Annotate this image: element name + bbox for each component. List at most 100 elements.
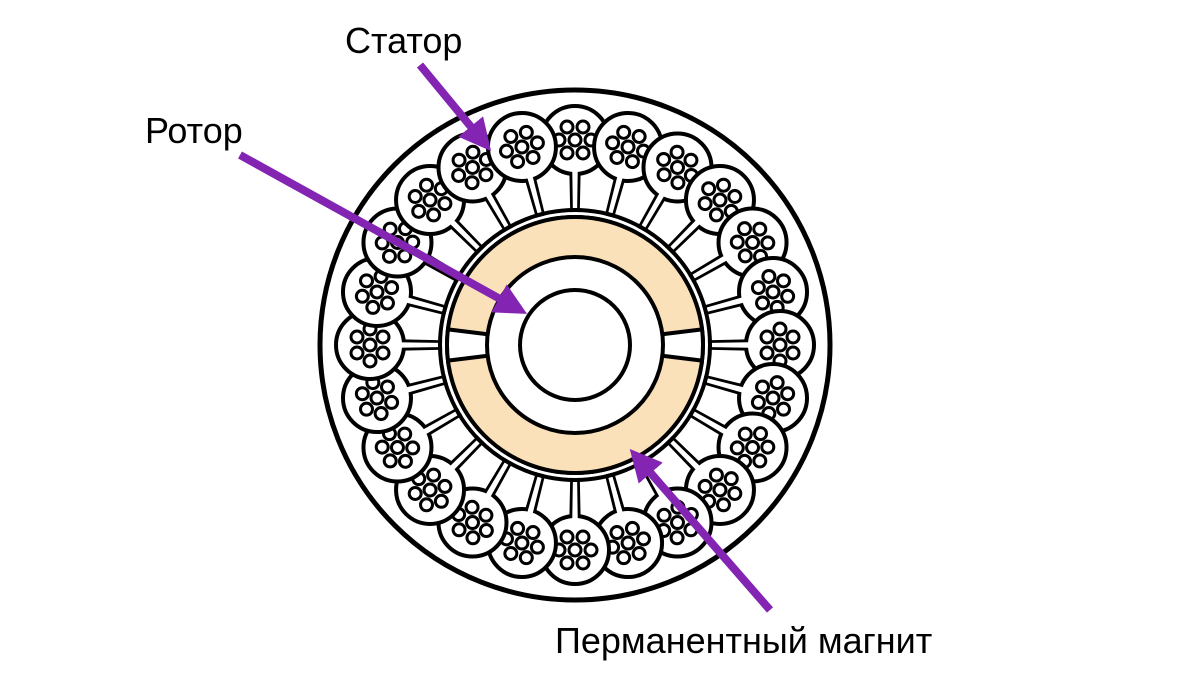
conductor-dot [505, 130, 517, 142]
conductor-dot [731, 236, 743, 248]
conductor-dot [762, 441, 774, 453]
conductor-dot [428, 209, 440, 221]
conductor-dot [782, 388, 794, 400]
conductor-dot [633, 548, 645, 560]
conductor-dot [527, 527, 539, 539]
conductor-dot [618, 552, 630, 564]
conductor-dot [739, 223, 751, 235]
conductor-dot [516, 537, 528, 549]
conductor-dot [622, 537, 634, 549]
conductor-dot [729, 191, 741, 203]
conductor-dot [500, 145, 512, 157]
conductor-dot [421, 179, 433, 191]
conductor-dot [626, 156, 638, 168]
conductor-dot [761, 331, 773, 343]
conductor-dot [757, 381, 769, 393]
conductor-dot [381, 297, 393, 309]
conductor-dot [531, 137, 543, 149]
conductor-dot [731, 442, 743, 454]
conductor-dot [622, 141, 634, 153]
conductor-dot [409, 191, 421, 203]
conductor-dot [782, 290, 794, 302]
conductor-dot [685, 154, 697, 166]
conductor-dot [467, 161, 479, 173]
conductor-dot [717, 499, 729, 511]
conductor-dot [671, 532, 683, 544]
label-stator: Статор [345, 20, 462, 62]
conductor-dot [767, 286, 779, 298]
conductor-dot [577, 121, 589, 133]
conductor-dot [377, 347, 389, 359]
conductor-dot [407, 442, 419, 454]
conductor-dot [763, 270, 775, 282]
conductor-dot [658, 153, 670, 165]
conductor-dot [752, 282, 764, 294]
conductor-dot [384, 455, 396, 467]
conductor-dot [399, 428, 411, 440]
conductor-dot [787, 347, 799, 359]
conductor-dot [757, 297, 769, 309]
conductor-dot [367, 301, 379, 313]
conductor-dot [516, 141, 528, 153]
conductor-dot [371, 286, 383, 298]
conductor-dot [391, 442, 403, 454]
conductor-dot [739, 428, 751, 440]
conductor-dot [672, 177, 684, 189]
conductor-dot [577, 531, 589, 543]
conductor-dot [569, 134, 581, 146]
conductor-dot [607, 137, 619, 149]
conductor-dot [754, 455, 766, 467]
conductor-dot [480, 509, 492, 521]
conductor-dot [762, 237, 774, 249]
conductor-dot [512, 156, 524, 168]
conductor-dot [767, 392, 779, 404]
conductor-dot [633, 130, 645, 142]
conductor-dot [381, 381, 393, 393]
conductor-dot [467, 517, 479, 529]
conductor-dot [710, 209, 722, 221]
conductor-dot [505, 548, 517, 560]
conductor-dot [399, 455, 411, 467]
conductor-dot [453, 169, 465, 181]
conductor-dot [421, 499, 433, 511]
conductor-dot [754, 223, 766, 235]
conductor-dot [356, 388, 368, 400]
conductor-dot [364, 355, 376, 367]
conductor-dot [435, 495, 447, 507]
conductor-dot [561, 147, 573, 159]
conductor-dot [356, 290, 368, 302]
conductor-dot [386, 396, 398, 408]
conductor-dot [527, 151, 539, 163]
conductor-dot [774, 323, 786, 335]
conductor-dot [774, 339, 786, 351]
conductor-dot [611, 527, 623, 539]
conductor-dot [376, 441, 388, 453]
conductor-dot [466, 177, 478, 189]
conductor-dot [512, 522, 524, 534]
conductor-dot [360, 275, 372, 287]
conductor-dot [383, 250, 395, 262]
conductor-dot [467, 532, 479, 544]
conductor-dot [424, 194, 436, 206]
conductor-dot [611, 151, 623, 163]
conductor-dot [747, 237, 759, 249]
conductor-dot [453, 524, 465, 536]
conductor-dot [467, 146, 479, 158]
conductor-dot [561, 557, 573, 569]
conductor-dot [561, 121, 573, 133]
conductor-dot [439, 480, 451, 492]
conductor-dot [424, 484, 436, 496]
conductor-dot [360, 403, 372, 415]
conductor-dot [364, 339, 376, 351]
conductor-dot [480, 169, 492, 181]
conductor-dot [755, 428, 767, 440]
conductor-dot [638, 533, 650, 545]
conductor-dot [413, 205, 425, 217]
conductor-dot [520, 552, 532, 564]
conductor-dot [658, 169, 670, 181]
conductor-dot [717, 179, 729, 191]
conductor-dot [626, 522, 638, 534]
conductor-dot [351, 331, 363, 343]
shaft-bore [520, 290, 630, 400]
conductor-dot [699, 198, 711, 210]
